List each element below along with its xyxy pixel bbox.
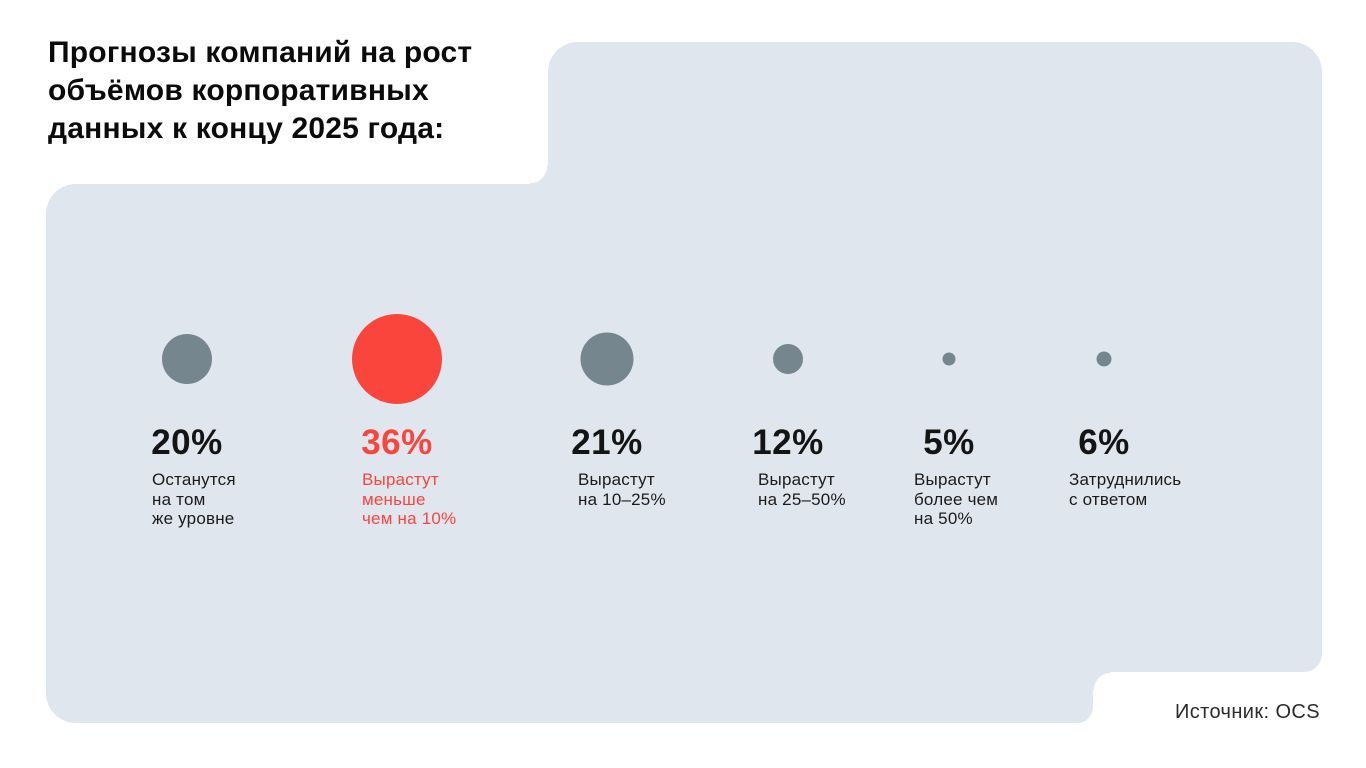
- bubble-label-line: на 10–25%: [578, 489, 666, 509]
- bubble-label-line: Останутся: [152, 470, 236, 489]
- bubble-value: 5%: [923, 423, 975, 462]
- bubble-circle: [1096, 351, 1112, 367]
- bubble-value: 20%: [151, 423, 223, 462]
- bubble-value: 12%: [752, 423, 824, 462]
- bubble-label-line: меньше: [362, 489, 426, 509]
- bubble-label-line: с ответом: [1069, 489, 1148, 509]
- bubble-circle: [162, 334, 212, 384]
- bubble-label-line: Вырастут: [914, 470, 991, 489]
- bubble-label-line: же уровне: [152, 509, 235, 528]
- bubble-value: 6%: [1078, 423, 1130, 462]
- bubble-item: 20% Останутся на том же уровне: [151, 315, 362, 545]
- bubble-item: 12% Вырастут на 25–50%: [752, 315, 968, 545]
- bubble-circle: [773, 344, 803, 374]
- bubble-circle: [942, 352, 956, 366]
- panel-background-lower: [46, 184, 1093, 723]
- bubble-label-line: на 50%: [914, 509, 973, 528]
- chart-title-line: объёмов корпоративных: [48, 74, 429, 107]
- bubble-label: Затруднились с ответом: [1069, 470, 1181, 509]
- bubble-label-line: чем на 10%: [362, 509, 457, 528]
- panel-notch-title-corner: [530, 166, 548, 184]
- chart-title-line: Прогнозы компаний на рост: [48, 36, 473, 69]
- source-credit: Источник: OCS: [1174, 701, 1320, 723]
- bubble-label-line: более чем: [914, 489, 999, 509]
- panel-notch-source-corner: [1093, 672, 1111, 690]
- bubble-circle: [352, 314, 442, 404]
- bubble-value: 21%: [571, 423, 643, 462]
- bubble-label-line: на том: [152, 489, 206, 509]
- bubble-label: Вырастут более чем на 50%: [914, 470, 998, 529]
- bubble-label: Вырастут меньше чем на 10%: [362, 470, 456, 529]
- bubble-item: 36% Вырастут меньше чем на 10%: [352, 314, 572, 545]
- bubble-label-line: Вырастут: [758, 470, 835, 489]
- bubble-label-line: на 25–50%: [758, 489, 846, 509]
- chart-title: Прогнозы компаний на рост объёмов корпор…: [48, 34, 472, 148]
- bubble-item: 5% Вырастут более чем на 50%: [914, 315, 1124, 545]
- bubble-circle: [580, 332, 634, 386]
- bubble-item: 6% Затруднились с ответом: [1069, 315, 1279, 545]
- bubble-label: Вырастут на 10–25%: [578, 470, 666, 509]
- bubble-label: Останутся на том же уровне: [152, 470, 236, 529]
- bubble-value: 36%: [361, 423, 433, 462]
- chart-title-line: данных к концу 2025 года:: [48, 112, 445, 145]
- bubble-label-line: Затруднились: [1069, 470, 1182, 489]
- bubble-label-line: Вырастут: [578, 470, 655, 489]
- bubble-item: 21% Вырастут на 10–25%: [571, 315, 788, 545]
- bubble-label: Вырастут на 25–50%: [758, 470, 846, 509]
- bubble-label-line: Вырастут: [362, 470, 439, 489]
